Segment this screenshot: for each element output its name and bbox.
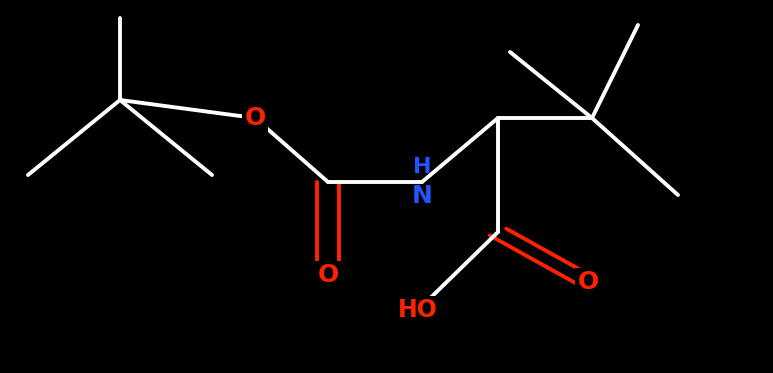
Text: O: O (577, 270, 598, 294)
Text: H: H (413, 157, 431, 177)
Text: N: N (411, 184, 432, 208)
Text: O: O (318, 263, 339, 287)
Text: HO: HO (398, 298, 438, 322)
Text: O: O (244, 106, 266, 130)
